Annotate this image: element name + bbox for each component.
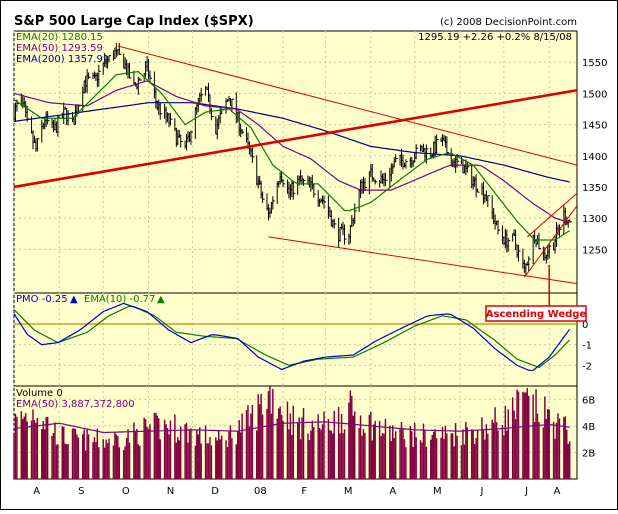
axis-labels: 1550 1500 1450 1400 1350 1300 1250 A S O N D 08 F M A M J…: [33, 58, 607, 497]
trendline: [526, 192, 578, 238]
volume-bars: [13, 386, 571, 479]
x-tick-label: M: [344, 486, 353, 497]
indicator-lines: [13, 70, 571, 434]
x-tick-label: N: [167, 486, 174, 497]
x-tick-label: F: [301, 486, 307, 497]
price-quote: 1295.19 +2.26 +0.2% 8/15/08: [418, 32, 572, 43]
ema200-line: [13, 102, 570, 183]
x-tick-label: M: [433, 486, 442, 497]
trendlines: [13, 45, 578, 306]
chart-title: S&P 500 Large Cap Index ($SPX): [14, 14, 254, 29]
volume-y-tick-label: 2B: [582, 448, 595, 459]
pmo-y-tick-label: -2: [582, 361, 592, 372]
copyright-text: (c) 2008 DecisionPoint.com: [440, 17, 577, 28]
x-tick-label: S: [78, 486, 84, 497]
x-tick-label: A: [554, 486, 561, 497]
x-tick-label: D: [211, 486, 219, 497]
legend-ema20: EMA(20) 1280.15: [16, 32, 103, 43]
trendline: [523, 205, 578, 278]
x-tick-label: 08: [254, 486, 267, 497]
legend-volume: Volume 0: [16, 388, 63, 399]
legend-volume-ema50: EMA(50) 3,887,372,800: [16, 399, 135, 410]
x-tick-label: O: [122, 486, 130, 497]
pmo-line: [13, 302, 571, 371]
pmo-arrow-icon: ▲: [70, 294, 78, 305]
pmo-y-tick-label: 0: [582, 320, 588, 331]
x-tick-label: J: [479, 486, 483, 497]
volume-y-tick-label: 4B: [582, 422, 595, 433]
legend-pmo: PMO -0.25: [16, 294, 68, 305]
price-y-tick-label: 1350: [582, 183, 607, 194]
price-y-tick-label: 1550: [582, 58, 607, 69]
legend-ema50: EMA(50) 1293.59: [16, 43, 103, 54]
pmo-ema10-line: [13, 305, 571, 369]
trendline: [13, 88, 578, 189]
pmo-panel: [13, 292, 578, 387]
ema10-arrow-icon: ▲: [157, 294, 165, 305]
trendline: [117, 45, 578, 166]
annotation-box: [485, 305, 587, 322]
legend-pmo-ema10: EMA(10) -0.77: [84, 294, 155, 305]
x-tick-label: A: [389, 486, 396, 497]
volume-y-tick-label: 6B: [582, 395, 595, 406]
x-tick-label: A: [33, 486, 40, 497]
pmo-y-tick-label: -1: [582, 341, 592, 352]
ema20-line: [13, 70, 571, 241]
ema50-line: [13, 80, 570, 224]
annotation-ascending-wedge: Ascending Wedge: [486, 309, 587, 320]
price-y-tick-label: 1300: [582, 214, 607, 225]
volume-ema50-line: [13, 421, 570, 434]
x-tick-label: J: [524, 486, 528, 497]
price-y-tick-label: 1500: [582, 89, 607, 100]
legend-ema200: EMA(200) 1357.91: [16, 54, 109, 65]
price-y-tick-label: 1400: [582, 152, 607, 163]
price-y-tick-label: 1450: [582, 121, 607, 132]
price-y-tick-label: 1250: [582, 245, 607, 256]
